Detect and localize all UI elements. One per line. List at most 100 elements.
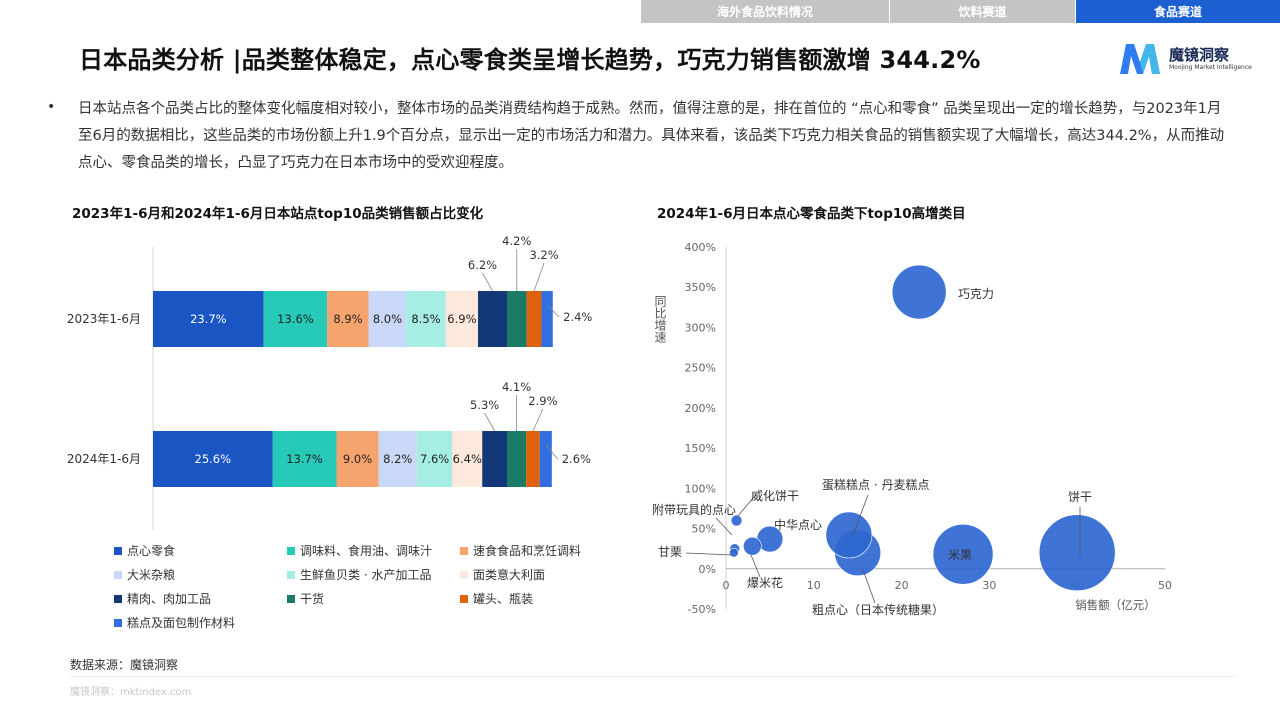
legend-label: 调味料、食用油、调味汁: [300, 544, 433, 558]
y-tick-label: 50%: [692, 523, 716, 536]
bar-segment: [327, 291, 369, 347]
legend-item: 面类意大利面: [460, 566, 545, 583]
y-tick-label: 150%: [685, 442, 716, 455]
bar-segment: [406, 291, 446, 347]
bar-chart-title: 2023年1-6月和2024年1-6月日本站点top10品类销售额占比变化: [72, 206, 484, 222]
bar-data-label: 2.9%: [528, 394, 557, 408]
bubble-point: [932, 523, 994, 585]
bar-data-label: 7.6%: [420, 452, 449, 466]
bar-data-label: 4.2%: [502, 234, 531, 248]
legend-label: 点心零食: [127, 544, 176, 558]
bar-data-label: 8.5%: [411, 312, 440, 326]
y-tick-label: 350%: [685, 281, 716, 294]
x-tick-label: 50: [1158, 579, 1172, 592]
bubble-callout-line: [736, 496, 755, 518]
legend-label: 大米杂粮: [127, 568, 176, 582]
bubble-point: [743, 536, 762, 556]
legend-swatch: [287, 546, 295, 555]
legend-swatch: [460, 570, 468, 579]
summary-paragraph: 日本站点各个品类占比的整体变化幅度相对较小，整体市场的品类消费结构趋于成熟。然而…: [78, 101, 1225, 171]
bar-segment: [368, 291, 407, 347]
bar-callout-line: [546, 304, 560, 318]
legend-label: 糕点及面包制作材料: [127, 616, 236, 630]
legend-label: 速食食品和烹饪调料: [473, 544, 582, 558]
bar-segment: [153, 431, 273, 487]
y-tick-label: -50%: [688, 603, 716, 616]
bar-segment: [541, 291, 553, 347]
legend-label: 生鲜鱼贝类 · 水产加工品: [300, 568, 432, 582]
y-tick-label: 400%: [685, 241, 716, 254]
bar-data-label: 13.6%: [277, 312, 314, 326]
y-tick-label: 250%: [685, 362, 716, 375]
bar-callout-line: [545, 444, 559, 460]
legend-item: 大米杂粮: [114, 566, 175, 583]
bar-data-label: 4.1%: [502, 380, 531, 394]
bar-segment: [526, 431, 540, 487]
bar-data-label: 2.6%: [562, 452, 591, 466]
bubble-label: 中华点心: [774, 517, 822, 532]
bar-category-label: 2023年1-6月: [67, 312, 141, 326]
bar-segment: [539, 431, 552, 487]
y-tick-label: 100%: [685, 482, 716, 495]
legend-label: 罐头、瓶装: [473, 592, 534, 606]
bubble-callout-line: [852, 494, 869, 536]
bar-segment: [445, 291, 479, 347]
bubble-callout-line: [750, 554, 761, 578]
y-axis-label: 同比增速: [653, 295, 667, 343]
bar-data-label: 9.0%: [343, 452, 372, 466]
bar-segment: [416, 431, 453, 487]
bubble-label: 粗点心（日本传统糖果）: [812, 602, 944, 617]
legend-swatch: [460, 594, 468, 603]
legend-swatch: [114, 618, 122, 627]
legend-item: 调味料、食用油、调味汁: [287, 542, 432, 559]
bar-segment: [272, 431, 337, 487]
bar-data-label: 8.2%: [383, 452, 412, 466]
bar-callout-line: [484, 412, 495, 432]
legend-item: 精肉、肉加工品: [114, 590, 211, 607]
bubble-label: 米果: [948, 548, 972, 562]
bar-callout-line: [532, 408, 544, 432]
logo-subtitle: Moojing Market Intelligence: [1169, 64, 1252, 71]
legend-swatch: [114, 546, 122, 555]
stacked-bar-chart: 2023年1-6月 23.7% 13.6% 8.9% 8.0% 8.5% 6.9% 6.2% 4…: [67, 234, 592, 530]
bar-segment: [526, 291, 542, 347]
bubble-point: [729, 547, 739, 558]
bubble-chart-title: 2024年1-6月日本点心零食品类下top10高增类目: [657, 206, 966, 222]
bubble-chart: -50% 0% 50% 100% 150% 200% 250% 300% 350% 400% 0 10…: [652, 241, 1172, 617]
tab-food[interactable]: 食品赛道: [1076, 0, 1280, 23]
bar-segment: [506, 431, 527, 487]
bar-segment: [153, 291, 264, 347]
x-tick-label: 0: [723, 579, 730, 592]
bar-segment: [336, 431, 379, 487]
x-tick-label: 20: [895, 579, 909, 592]
bar-segment: [378, 431, 417, 487]
bar-data-label: 8.0%: [373, 312, 402, 326]
legend-label: 干货: [300, 592, 325, 606]
bubble-label: 爆米花: [747, 575, 783, 590]
bar-data-label: 6.9%: [447, 312, 476, 326]
bar-data-label: 6.2%: [468, 258, 497, 272]
bar-data-label: 5.3%: [470, 398, 499, 412]
bar-data-label: 8.9%: [333, 312, 362, 326]
bubble-label: 蛋糕糕点 · 丹麦糕点: [822, 478, 929, 492]
x-tick-label: 10: [807, 579, 821, 592]
legend-swatch: [114, 570, 122, 579]
bar-segment: [482, 431, 507, 487]
bubble-point: [1038, 514, 1116, 591]
legend-item: 罐头、瓶装: [460, 590, 533, 607]
bar-segment: [478, 291, 507, 347]
bubble-point: [891, 264, 947, 320]
bar-callout-line: [533, 262, 545, 292]
footer-site: 魔镜洞察：mktindex.com: [70, 687, 192, 698]
bar-data-label: 3.2%: [529, 248, 558, 262]
legend-swatch: [287, 594, 295, 603]
bubble-callout-line: [685, 552, 733, 556]
bar-data-label: 2.4%: [563, 310, 592, 324]
moojing-logo: [1120, 44, 1160, 74]
bubble-label: 威化饼干: [751, 489, 799, 503]
legend-swatch: [287, 570, 295, 579]
tab-overseas-food-beverage[interactable]: 海外食品饮料情况: [641, 0, 889, 23]
bubble-label: 附带玩具的点心: [652, 502, 736, 517]
tab-beverage[interactable]: 饮料赛道: [890, 0, 1075, 23]
legend-item: 干货: [287, 590, 324, 607]
